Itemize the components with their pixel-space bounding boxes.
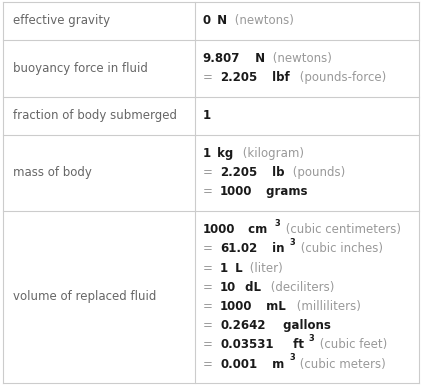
- Text: (liter): (liter): [246, 261, 282, 275]
- Text: gallons: gallons: [279, 319, 331, 332]
- Text: grams: grams: [262, 185, 308, 198]
- Text: =: =: [203, 242, 216, 255]
- Text: 1000: 1000: [220, 185, 253, 198]
- Text: =: =: [203, 358, 216, 371]
- Text: dL: dL: [241, 281, 261, 294]
- Text: 3: 3: [289, 353, 295, 362]
- Text: mL: mL: [262, 300, 286, 313]
- Text: (cubic centimeters): (cubic centimeters): [282, 223, 401, 236]
- Text: in: in: [268, 242, 285, 255]
- Text: 9.807: 9.807: [203, 52, 240, 65]
- Text: (milliliters): (milliliters): [293, 300, 360, 313]
- Text: effective gravity: effective gravity: [13, 14, 110, 27]
- Text: (pounds-force): (pounds-force): [296, 71, 387, 84]
- Text: 1: 1: [203, 147, 211, 160]
- Text: 2.205: 2.205: [220, 71, 257, 84]
- Text: N: N: [251, 52, 265, 65]
- Text: L: L: [231, 261, 242, 275]
- Text: 3: 3: [289, 238, 295, 247]
- Text: (kilogram): (kilogram): [239, 147, 304, 160]
- Text: (newtons): (newtons): [231, 14, 294, 27]
- Text: 1: 1: [203, 109, 211, 122]
- Text: 0.03531: 0.03531: [220, 338, 273, 352]
- Text: =: =: [203, 319, 216, 332]
- Text: kg: kg: [213, 147, 233, 160]
- Text: lb: lb: [268, 166, 285, 179]
- Text: 3: 3: [308, 334, 314, 343]
- Text: buoyancy force in fluid: buoyancy force in fluid: [13, 62, 148, 75]
- Text: (cubic feet): (cubic feet): [316, 338, 387, 352]
- Text: cm: cm: [244, 223, 268, 236]
- Text: 10: 10: [220, 281, 236, 294]
- Text: =: =: [203, 261, 216, 275]
- Text: 0.001: 0.001: [220, 358, 257, 371]
- Text: 61.02: 61.02: [220, 242, 257, 255]
- Text: =: =: [203, 281, 216, 294]
- Text: (cubic inches): (cubic inches): [297, 242, 383, 255]
- Text: 1000: 1000: [203, 223, 235, 236]
- Text: 2.205: 2.205: [220, 166, 257, 179]
- Text: 0.2642: 0.2642: [220, 319, 265, 332]
- Text: (cubic meters): (cubic meters): [296, 358, 386, 371]
- Text: 1000: 1000: [220, 300, 253, 313]
- Text: fraction of body submerged: fraction of body submerged: [13, 109, 177, 122]
- Text: (newtons): (newtons): [269, 52, 332, 65]
- Text: 0: 0: [203, 14, 211, 27]
- Text: =: =: [203, 71, 216, 84]
- Text: lbf: lbf: [268, 71, 290, 84]
- Text: 1: 1: [220, 261, 228, 275]
- Text: m: m: [268, 358, 284, 371]
- Text: mass of body: mass of body: [13, 166, 92, 179]
- Text: (deciliters): (deciliters): [267, 281, 334, 294]
- Text: ft: ft: [289, 338, 304, 352]
- Text: =: =: [203, 185, 216, 198]
- Text: =: =: [203, 166, 216, 179]
- Text: volume of replaced fluid: volume of replaced fluid: [13, 290, 156, 303]
- Text: =: =: [203, 338, 216, 352]
- Text: =: =: [203, 300, 216, 313]
- Text: (pounds): (pounds): [289, 166, 346, 179]
- Text: 3: 3: [274, 219, 280, 228]
- Text: N: N: [213, 14, 227, 27]
